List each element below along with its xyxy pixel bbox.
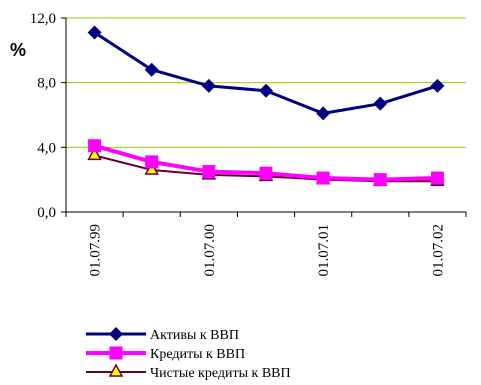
y-tick-label: 8,0	[37, 76, 56, 92]
data-point	[87, 146, 102, 161]
legend-item: Активы к ВВП	[86, 327, 239, 343]
data-point	[88, 139, 102, 153]
legend-label: Активы к ВВП	[150, 328, 239, 343]
series-line	[93, 31, 438, 115]
series-2	[88, 139, 444, 187]
axes	[61, 17, 467, 217]
legend-item: Чистые кредиты к ВВП	[86, 363, 291, 381]
data-point	[201, 78, 216, 93]
data-point	[202, 165, 216, 179]
series-1	[87, 25, 445, 121]
data-point	[108, 363, 124, 377]
data-point	[430, 171, 444, 185]
y-tick-label: 4,0	[37, 140, 56, 156]
x-tick-label: 01.07.00	[202, 224, 218, 277]
y-tick-labels: 0,0 4,0 8,0 12,0	[30, 11, 56, 221]
y-unit-label: %	[10, 40, 26, 60]
data-point	[144, 161, 159, 175]
data-point	[316, 106, 331, 121]
data-point	[259, 166, 273, 180]
series-group	[87, 25, 445, 187]
data-point	[144, 62, 159, 77]
y-tick-label: 0,0	[37, 205, 56, 221]
x-tick-label: 01.07.01	[316, 224, 332, 277]
data-point	[373, 173, 387, 187]
x-tick-label: 01.07.99	[88, 224, 104, 277]
y-tick-label: 12,0	[30, 11, 56, 27]
x-tick-label: 01.07.02	[430, 224, 446, 277]
x-tick-labels: 01.07.99 01.07.00 01.07.01 01.07.02	[88, 224, 447, 277]
legend-item: Кредиты к ВВП	[86, 346, 245, 362]
data-point	[109, 346, 123, 360]
legend: Активы к ВВП Кредиты к ВВП Чистые кредиты …	[86, 327, 291, 381]
data-point	[316, 171, 330, 185]
data-point	[145, 155, 159, 169]
data-point	[430, 78, 445, 93]
data-point	[87, 25, 102, 40]
legend-label: Чистые кредиты к ВВП	[150, 366, 291, 381]
data-point	[259, 83, 273, 98]
grid-lines	[66, 17, 466, 148]
data-point	[109, 327, 123, 341]
data-point	[373, 96, 388, 111]
legend-label: Кредиты к ВВП	[150, 347, 245, 362]
